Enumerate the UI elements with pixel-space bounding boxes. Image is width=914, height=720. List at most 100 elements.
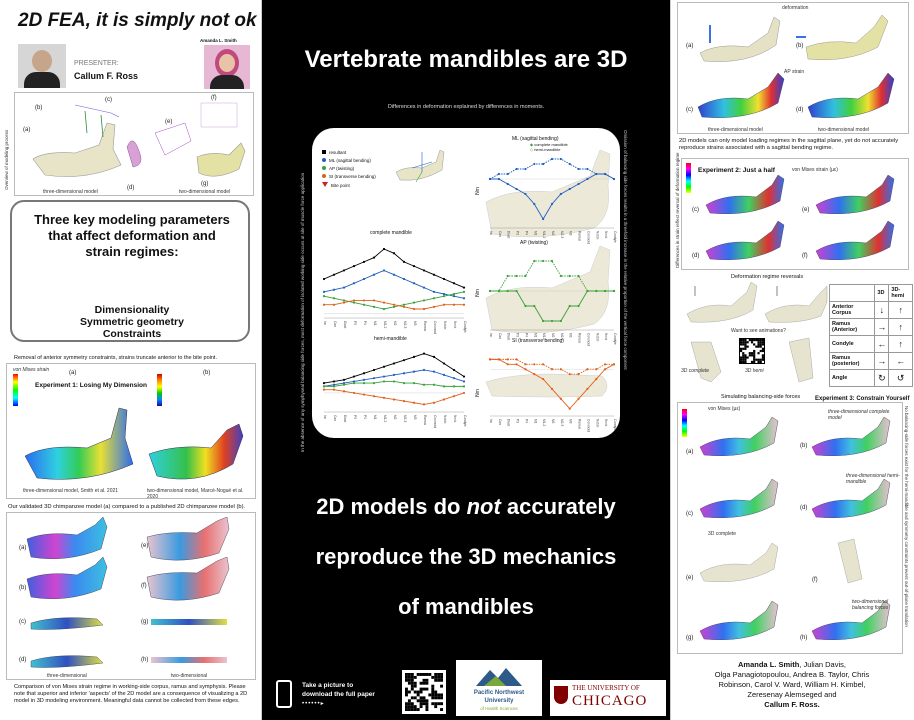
qr-module: [422, 673, 426, 676]
tick-label: M2-3: [403, 415, 407, 422]
regime-header-3dhemi: 3D-hemi: [888, 284, 913, 302]
data-point: [342, 269, 346, 272]
qr-module: [425, 678, 429, 682]
data-point: [332, 383, 336, 386]
label-3d-complete: 3D complete: [681, 368, 710, 374]
series-line: [323, 369, 465, 387]
pnw-logo-line-3: of Health Sciences: [480, 706, 518, 711]
qr-module: [405, 702, 408, 706]
data-point: [372, 299, 376, 302]
tick-label: Coronoid: [586, 231, 590, 244]
exp3-title: Experiment 3: Constrain Yourself: [815, 396, 910, 402]
data-point: [577, 397, 580, 400]
tick-label: Neck: [604, 333, 608, 341]
exp3-label-a: (a): [686, 449, 694, 455]
qr-module: [744, 341, 747, 344]
qr-module: [742, 354, 745, 357]
data-point: [362, 303, 366, 306]
qr-module: [410, 673, 414, 676]
qr-module: [407, 675, 411, 679]
data-point: [577, 167, 580, 171]
regime-cell-3d: ←: [874, 335, 890, 353]
overview-illustration: [32, 102, 246, 177]
exp1-scale-label: von Mises strain: [13, 367, 50, 373]
regime-header-3d: 3D: [874, 284, 890, 302]
regime-row: Angle ↻ ↺: [828, 369, 913, 387]
tick-label: Notch: [595, 333, 599, 342]
exp1-label-b: (b): [203, 370, 211, 376]
data-point: [533, 259, 536, 263]
data-point: [352, 381, 356, 385]
qr-module: [407, 678, 411, 682]
data-point: [332, 303, 336, 306]
grid-label-a: (a): [19, 545, 27, 551]
tick-label: M2: [551, 231, 555, 236]
tick-label: Coronoid: [433, 415, 437, 428]
qr-module: [753, 343, 756, 346]
qr-module: [746, 341, 749, 344]
data-point: [612, 363, 616, 366]
experiment-3-panel: von Mises (µε) (a) (b) (c) (d) (e) (f) (…: [677, 402, 903, 654]
regime-row: Anterior Corpus ↓ ↑: [828, 301, 913, 319]
data-point: [422, 368, 426, 372]
qr-module: [422, 696, 426, 700]
exp2-side-label: Differences in strain reflect reversal o…: [675, 152, 680, 268]
data-point: [515, 289, 518, 293]
qr-code-paper[interactable]: [402, 670, 446, 714]
qr-module: [407, 673, 411, 676]
overview-label-c: (c): [105, 97, 112, 103]
qr-module: [419, 702, 423, 706]
data-point: [533, 373, 536, 376]
tick-label: Coronoid: [433, 321, 437, 334]
exp3-side-label: No balancing-side forces exist for the h…: [904, 406, 909, 627]
tick-label: M2: [393, 415, 397, 420]
tick-label: Can: [333, 415, 337, 421]
qr-module: [434, 675, 438, 679]
qr-module: [437, 702, 441, 706]
data-point: [524, 274, 527, 278]
data-point: [412, 381, 416, 385]
data-point: [595, 368, 598, 371]
right-legend-complete-label: complete mandible: [534, 142, 568, 147]
legend-item-bite: Bite point: [322, 182, 376, 190]
data-point: [559, 157, 562, 161]
series-line: [323, 248, 465, 288]
qr-module: [431, 702, 435, 706]
grid-label-g: (g): [141, 619, 149, 625]
overview-label-a: (a): [23, 127, 31, 133]
data-point: [362, 381, 366, 385]
data-point: [362, 299, 366, 302]
right-column: deformation (a) (b) (c) (d) AP strain th…: [670, 0, 914, 720]
qr-module: [410, 702, 414, 706]
data-point: [524, 192, 527, 196]
data-point: [515, 167, 518, 171]
data-point: [362, 378, 366, 381]
qr-module: [761, 339, 764, 342]
regime-cell-3d: →: [874, 318, 890, 336]
data-point: [342, 286, 346, 289]
data-point: [452, 282, 456, 285]
data-point: [568, 304, 571, 308]
legend-label-bite: Bite point: [331, 183, 350, 188]
moments-legend: resultant ML (sagittal bending) AP (twis…: [322, 150, 376, 190]
conclusion-text-not: not: [466, 494, 501, 519]
data-point: [432, 297, 436, 300]
qr-module: [742, 356, 745, 359]
data-point: [382, 365, 386, 368]
qr-module: [410, 681, 414, 685]
qr-module: [419, 699, 423, 703]
data-point: [550, 368, 554, 371]
qr-code-animations[interactable]: [739, 338, 765, 364]
qr-module: [410, 696, 414, 700]
qr-module: [750, 341, 754, 344]
data-point: [332, 297, 336, 300]
data-point: [462, 290, 466, 293]
data-point: [422, 403, 426, 406]
qr-module: [405, 693, 408, 697]
data-point: [402, 381, 406, 385]
qr-module: [744, 339, 747, 342]
data-point: [372, 381, 376, 385]
data-point: [322, 290, 326, 293]
data-point: [577, 373, 580, 376]
regime-row: Condyle ← ↑: [828, 335, 913, 353]
